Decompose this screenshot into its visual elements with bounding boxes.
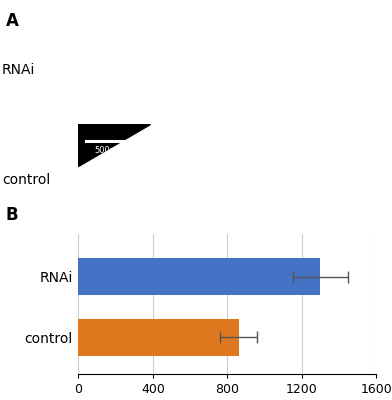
Text: A: A bbox=[6, 12, 19, 30]
Polygon shape bbox=[78, 124, 150, 166]
Text: RNAi: RNAi bbox=[2, 63, 35, 77]
Bar bbox=[78, 258, 320, 295]
Bar bbox=[78, 319, 238, 356]
Text: 500nm: 500nm bbox=[95, 146, 124, 155]
Text: control: control bbox=[2, 174, 50, 187]
Text: B: B bbox=[6, 206, 18, 224]
